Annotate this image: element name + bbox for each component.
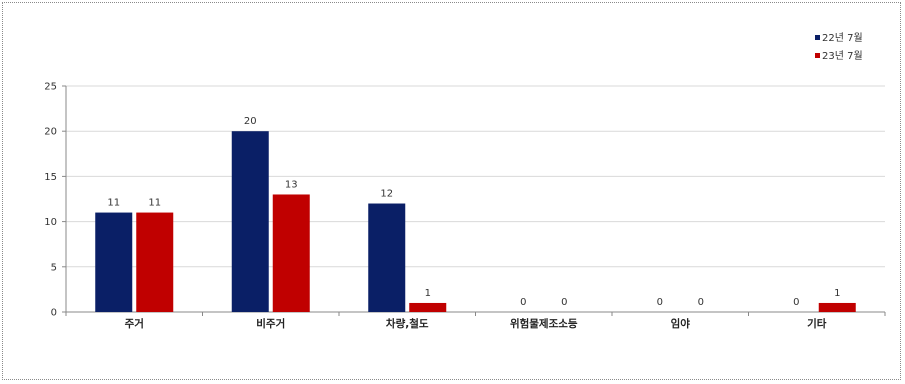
- x-tick-label: 차량,철도: [386, 317, 429, 330]
- data-label: 0: [520, 297, 526, 308]
- chart-frame: [2, 2, 901, 380]
- y-tick-label: 5: [51, 262, 57, 273]
- y-tick-label: 0: [51, 308, 57, 319]
- data-label: 20: [244, 116, 257, 127]
- data-label: 0: [793, 297, 799, 308]
- data-label: 0: [657, 297, 663, 308]
- y-tick-label: 15: [44, 172, 57, 183]
- data-label: 1: [425, 288, 431, 299]
- data-label: 0: [561, 297, 567, 308]
- y-tick-label: 20: [44, 127, 57, 138]
- legend-swatch: [815, 35, 820, 40]
- y-tick-label: 10: [44, 217, 57, 228]
- x-tick-label: 임야: [671, 317, 691, 330]
- data-label: 12: [380, 189, 393, 200]
- bar: [231, 131, 269, 312]
- x-tick-label: 위험물제조소등: [510, 317, 578, 330]
- x-tick-label: 기타: [807, 317, 827, 330]
- bar: [368, 203, 406, 312]
- bar: [818, 302, 856, 312]
- y-tick-label: 25: [44, 82, 57, 93]
- bar: [409, 302, 447, 312]
- bar: [95, 212, 133, 312]
- data-label: 11: [107, 198, 120, 209]
- legend-label: 22년 7월: [822, 32, 863, 44]
- legend-label: 23년 7월: [822, 50, 863, 62]
- legend-swatch: [815, 53, 820, 58]
- x-tick-label: 주거: [125, 317, 144, 330]
- data-label: 1: [834, 288, 840, 299]
- bar: [136, 212, 174, 312]
- data-label: 0: [698, 297, 704, 308]
- data-label: 11: [148, 198, 161, 209]
- x-tick-label: 비주거: [256, 317, 285, 330]
- data-label: 13: [285, 179, 298, 190]
- bar: [272, 194, 310, 312]
